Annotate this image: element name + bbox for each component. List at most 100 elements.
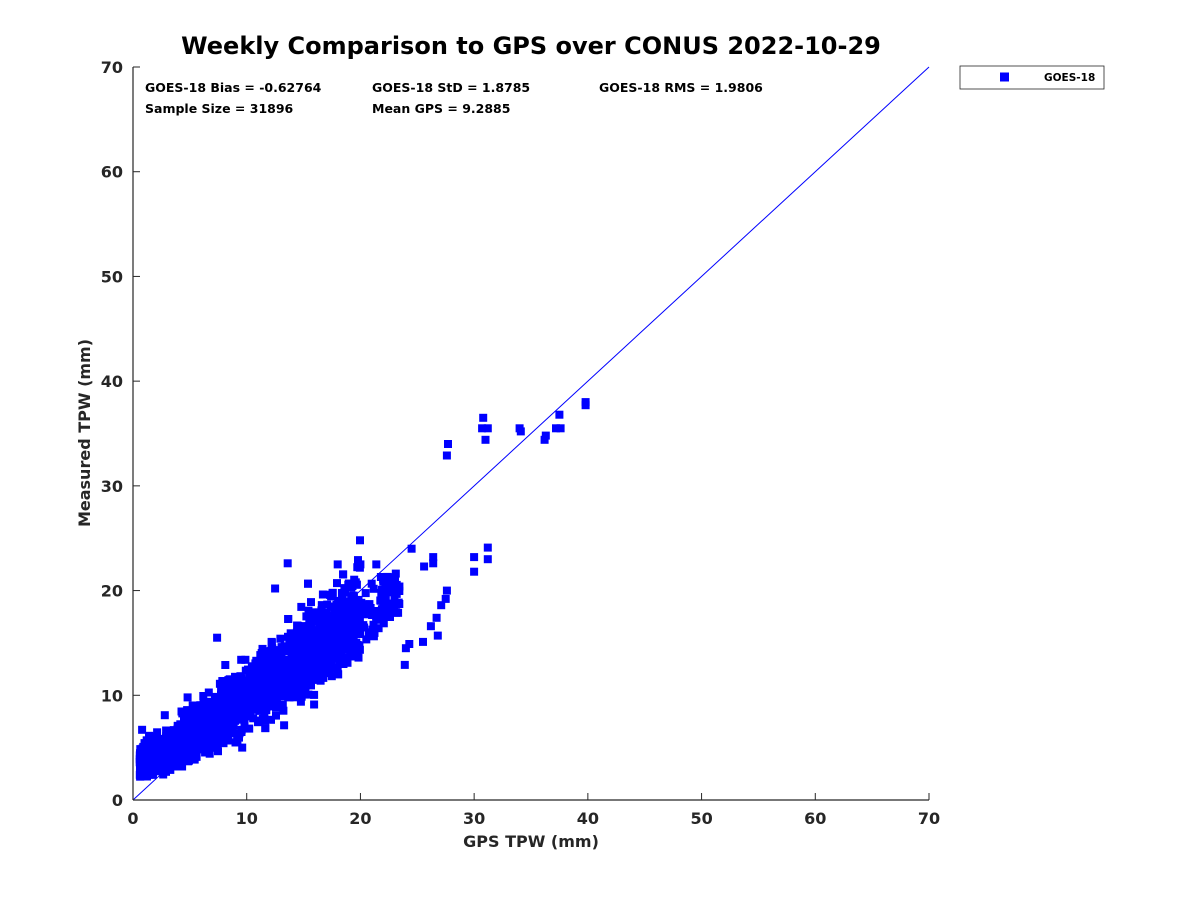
data-point: [470, 567, 479, 576]
data-point: [352, 580, 361, 589]
data-point: [400, 660, 409, 669]
data-point: [334, 608, 343, 617]
data-point: [376, 613, 385, 622]
data-point: [227, 719, 236, 728]
data-point: [331, 647, 340, 656]
data-point: [343, 637, 352, 646]
stat-bias: GOES-18 Bias = -0.62764: [145, 80, 322, 95]
data-point: [252, 664, 261, 673]
data-point: [187, 720, 196, 729]
data-point: [290, 684, 299, 693]
data-point: [304, 579, 312, 588]
data-point: [295, 636, 304, 645]
data-point: [347, 621, 356, 630]
data-point: [272, 711, 280, 720]
y-tick-label: 40: [101, 372, 123, 391]
data-point: [268, 644, 277, 653]
chart-title: Weekly Comparison to GPS over CONUS 2022…: [181, 32, 881, 60]
data-point: [224, 703, 233, 712]
y-tick-label: 70: [101, 58, 123, 77]
data-point: [315, 619, 324, 628]
data-point: [336, 629, 344, 638]
data-point: [391, 569, 400, 578]
data-point: [150, 739, 159, 748]
data-point: [282, 669, 291, 678]
data-point: [420, 562, 429, 571]
data-point: [269, 663, 278, 672]
data-point: [483, 555, 492, 564]
data-point: [292, 692, 301, 701]
data-point: [433, 631, 442, 640]
axis-ticks: 0 10 20 30 40 50 60 70 0 10 20 30 40 50 60 70: [101, 58, 940, 828]
data-point: [307, 598, 315, 607]
data-point: [279, 646, 288, 654]
data-point: [307, 621, 316, 630]
data-point: [378, 585, 386, 594]
data-point: [362, 635, 371, 644]
data-point: [483, 424, 492, 433]
legend-label: GOES-18: [1044, 72, 1095, 84]
stat-mean-gps: Mean GPS = 9.2885: [372, 101, 510, 116]
data-point: [432, 613, 441, 622]
data-point: [318, 671, 326, 680]
data-point: [297, 602, 306, 611]
data-point: [186, 736, 195, 745]
data-point: [401, 644, 410, 653]
y-tick-label: 10: [101, 686, 123, 705]
data-point: [197, 727, 206, 735]
x-tick-label: 70: [918, 809, 940, 828]
x-tick-label: 30: [463, 809, 485, 828]
y-tick-label: 30: [101, 477, 123, 496]
data-point: [280, 721, 289, 730]
data-point: [394, 598, 403, 607]
data-point: [254, 704, 262, 713]
data-point: [341, 588, 350, 597]
data-point: [344, 616, 353, 625]
data-point: [405, 640, 414, 648]
data-point: [143, 745, 152, 754]
stat-rms: GOES-18 RMS = 1.9806: [599, 80, 763, 95]
data-point: [334, 635, 343, 644]
data-point: [253, 695, 262, 703]
data-point: [201, 748, 210, 757]
data-point: [326, 590, 335, 599]
data-point: [330, 643, 339, 652]
data-point: [376, 573, 385, 581]
data-point: [356, 560, 365, 569]
data-point: [295, 661, 304, 670]
data-point: [142, 736, 151, 745]
data-point: [222, 684, 231, 693]
x-tick-label: 0: [127, 809, 138, 828]
data-point: [337, 652, 346, 661]
data-point: [192, 715, 200, 724]
data-point: [324, 645, 333, 654]
data-point: [183, 710, 192, 718]
data-point: [353, 629, 362, 638]
data-point: [552, 424, 560, 433]
data-point: [333, 664, 342, 673]
stat-sample-size: Sample Size = 31896: [145, 101, 294, 116]
data-point: [274, 689, 283, 698]
data-point: [210, 717, 219, 726]
data-point: [226, 675, 235, 684]
data-point: [312, 670, 321, 679]
data-point: [233, 691, 242, 700]
data-point: [233, 736, 242, 744]
data-point: [180, 716, 188, 725]
data-point: [183, 729, 192, 738]
data-point: [395, 586, 404, 595]
data-point: [261, 716, 269, 725]
data-point: [481, 435, 490, 444]
data-point: [353, 620, 362, 629]
data-point: [265, 681, 274, 690]
data-point: [199, 739, 208, 748]
data-point: [350, 575, 359, 584]
data-point: [479, 413, 488, 422]
data-point: [312, 648, 321, 657]
data-point: [390, 605, 399, 614]
legend: GOES-18: [959, 65, 1105, 90]
data-point: [288, 672, 297, 681]
data-point: [285, 636, 294, 645]
data-point: [324, 628, 333, 637]
data-point: [221, 661, 230, 669]
